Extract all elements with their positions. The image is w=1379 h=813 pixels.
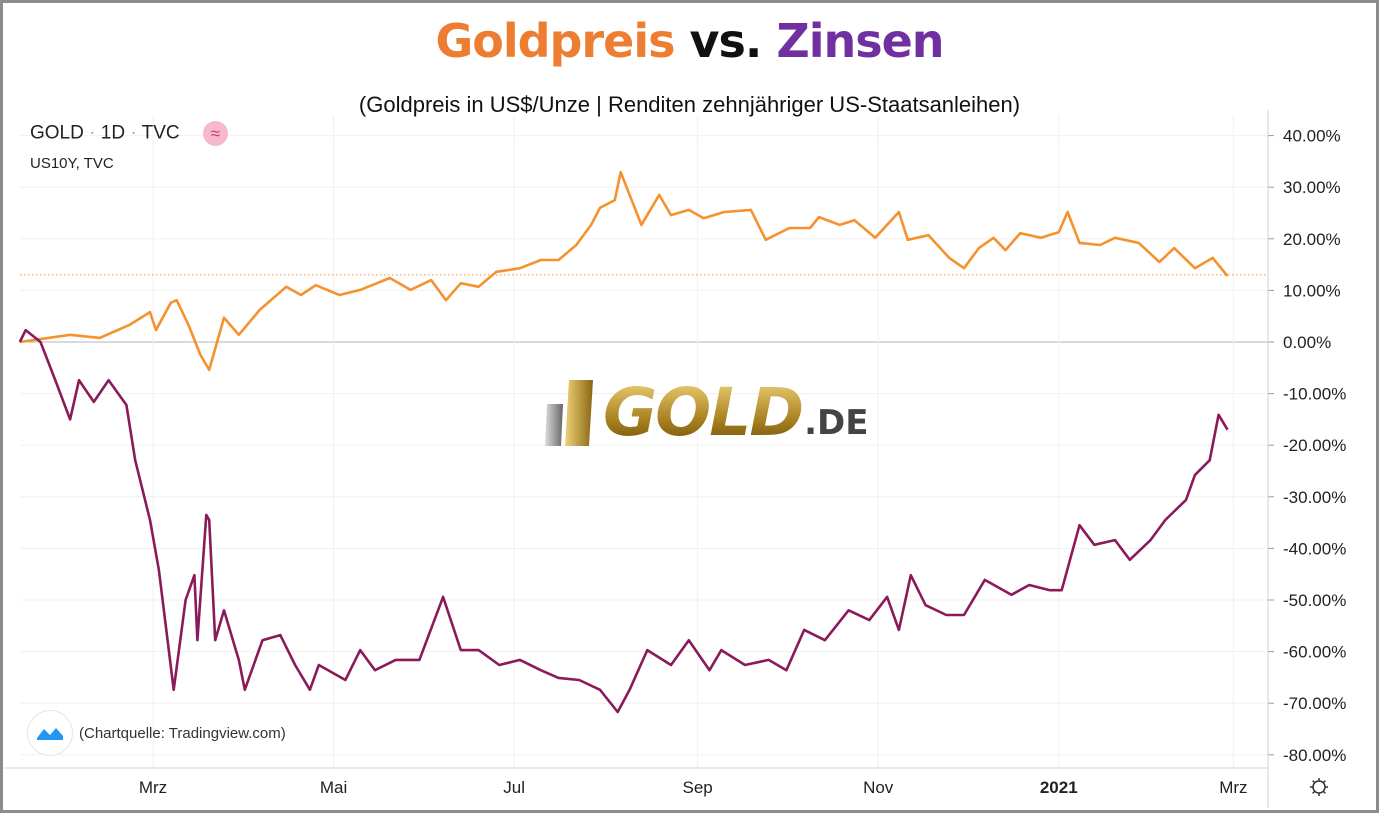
series-line-gold [19,170,1229,372]
legend-compare-symbol[interactable]: US10Y, TVC [30,155,114,172]
gold-de-watermark-logo: GOLD .DE [543,378,869,448]
legend-main-symbol[interactable]: GOLD · 1D · TVC ≈ [30,121,228,146]
gold-bar-logo-icon [545,380,593,446]
chart-source-credit: (Chartquelle: Tradingview.com) [27,710,286,756]
y-tick-label: 0.00% [1283,333,1331,352]
legend-exchange: TVC [141,122,180,144]
series-line-us10y [18,328,1229,714]
legend-interval: 1D [100,122,126,144]
y-tick-label: -10.00% [1283,385,1346,404]
y-tick-label: 10.00% [1283,281,1341,300]
title-zinsen: Zinsen [776,14,944,68]
chart-title: Goldpreis vs. Zinsen [0,14,1379,68]
settings-gear-icon[interactable] [1310,778,1328,796]
y-tick-label: 30.00% [1283,178,1341,197]
y-tick-label: -20.00% [1283,436,1346,455]
title-vs: vs. [689,14,762,68]
tradingview-logo-icon[interactable] [27,710,73,756]
chart-subtitle: (Goldpreis in US$/Unze | Renditen zehnjä… [358,92,1021,117]
y-tick-label: -40.00% [1283,539,1346,558]
legend-symbol: GOLD [30,122,84,144]
y-tick-label: 40.00% [1283,127,1341,146]
credit-text: (Chartquelle: Tradingview.com) [79,724,286,742]
y-tick-label: -80.00% [1283,746,1346,765]
x-tick-label: Jul [503,778,525,797]
x-tick-label: 2021 [1040,778,1078,797]
y-tick-label: -60.00% [1283,643,1346,662]
y-tick-label: -30.00% [1283,488,1346,507]
y-tick-label: -50.00% [1283,591,1346,610]
x-tick-label: Mai [320,778,347,797]
title-gold: Goldpreis [435,14,675,68]
x-tick-label: Mrz [139,778,167,797]
y-tick-label: 20.00% [1283,230,1341,249]
x-tick-label: Mrz [1219,778,1247,797]
x-tick-label: Sep [683,778,713,797]
y-tick-label: -70.00% [1283,694,1346,713]
approx-icon[interactable]: ≈ [202,121,228,146]
x-tick-label: Nov [863,778,894,797]
